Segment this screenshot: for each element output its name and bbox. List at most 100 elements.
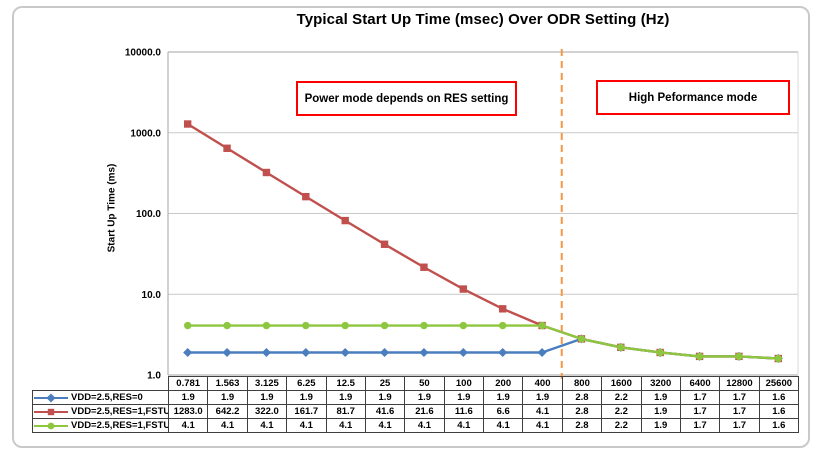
legend-diamond-icon — [34, 392, 68, 403]
column-header: 400 — [522, 376, 563, 391]
table-row: VDD=2.5,RES=1,FSTUP=14.14.14.14.14.14.14… — [32, 418, 800, 433]
series-line — [187, 122, 779, 360]
series-line — [187, 324, 779, 360]
y-axis-title: Start Up Time (ms) — [106, 163, 118, 253]
chart-title: Typical Start Up Time (msec) Over ODR Se… — [296, 11, 670, 28]
table-cell: 2.2 — [601, 390, 642, 405]
data-table: 0.781 1.563 3.125 6.25 12.5 25 50 100 200 400 800 1… — [32, 376, 800, 433]
data-point — [380, 321, 389, 330]
data-point — [498, 347, 508, 358]
column-header: 0.781 — [167, 376, 209, 391]
data-point — [537, 347, 547, 358]
data-point — [458, 347, 468, 358]
table-cell: 1.9 — [522, 390, 563, 405]
data-point — [656, 348, 664, 357]
table-cell: 4.1 — [325, 418, 366, 433]
data-point — [183, 347, 193, 358]
table-cell: 2.8 — [561, 404, 603, 419]
data-point — [341, 216, 349, 225]
column-header: 6400 — [679, 376, 721, 391]
table-cell: 1.9 — [364, 390, 406, 405]
table-cell: 1.7 — [679, 418, 721, 433]
data-point — [459, 285, 468, 293]
table-cell: 1.9 — [443, 390, 485, 405]
column-header: 1.563 — [207, 376, 248, 391]
column-header: 25600 — [758, 376, 800, 391]
table-cell: 81.7 — [325, 404, 366, 419]
table-cell: 1.9 — [640, 404, 681, 419]
table-cell: 1.7 — [719, 390, 760, 405]
y-tick-label: 10.0 — [142, 290, 162, 301]
data-point — [774, 354, 783, 363]
legend-inner: VDD=2.5,RES=0 — [34, 391, 168, 403]
data-point — [261, 347, 271, 358]
table-cell: 1.9 — [404, 390, 445, 405]
y-tick-label: 10000.0 — [125, 48, 162, 59]
table-cell: 11.6 — [443, 404, 485, 419]
data-point — [498, 321, 507, 330]
data-point — [420, 321, 428, 330]
column-header: 200 — [482, 376, 524, 391]
data-point — [498, 305, 507, 313]
data-point — [183, 321, 192, 330]
table-cell: 1.7 — [679, 390, 721, 405]
legend-inner: VDD=2.5,RES=1,FSTUP=1 — [34, 419, 169, 431]
data-point — [301, 347, 311, 358]
table-cell: 4.1 — [522, 404, 563, 419]
legend-label: VDD=2.5,RES=0 — [71, 391, 143, 403]
table-cell: 2.2 — [601, 418, 642, 433]
table-cell: 1.7 — [719, 418, 760, 433]
y-tick-label: 1.0 — [147, 371, 161, 382]
table-cell: 4.1 — [482, 418, 524, 433]
table-corner-blank — [33, 377, 169, 391]
data-point — [617, 343, 625, 352]
data-point — [695, 352, 704, 361]
table-cell: 1.9 — [286, 390, 327, 405]
data-point — [223, 144, 231, 152]
table-cell: 2.8 — [561, 390, 603, 405]
y-tick-label: 1000.0 — [130, 128, 161, 139]
table-cell: 1.9 — [207, 390, 248, 405]
annotation-power-mode: Power mode depends on RES setting — [296, 81, 517, 116]
table-cell: 6.6 — [482, 404, 524, 419]
table-cell: 1.7 — [719, 404, 760, 419]
annotation-high-performance: High Peformance mode — [596, 80, 790, 115]
data-point — [380, 240, 389, 248]
table-cell: 322.0 — [246, 404, 288, 419]
data-point — [183, 120, 192, 128]
data-point — [223, 321, 231, 330]
chart-frame — [12, 6, 810, 448]
table-cell: 4.1 — [404, 418, 445, 433]
table-cell: 1.9 — [640, 418, 681, 433]
table-cell: 1.9 — [325, 390, 366, 405]
table-cell: 21.6 — [404, 404, 445, 419]
data-point — [302, 192, 310, 201]
table-cell: 1.6 — [758, 390, 800, 405]
table-cell: 4.1 — [286, 418, 327, 433]
table-cell: 4.1 — [246, 418, 288, 433]
table-cell: 1.9 — [482, 390, 524, 405]
data-point — [577, 335, 586, 343]
column-header: 6.25 — [286, 376, 327, 391]
annotation-high-performance-text: High Peformance mode — [628, 91, 758, 104]
column-header: 50 — [404, 376, 445, 391]
column-header: 100 — [443, 376, 485, 391]
data-point — [420, 263, 428, 271]
table-cell: 1.9 — [246, 390, 288, 405]
column-header: 3.125 — [246, 376, 288, 391]
column-header: 12.5 — [325, 376, 366, 391]
annotation-power-mode-text: Power mode depends on RES setting — [304, 92, 509, 105]
legend-square-icon — [34, 408, 68, 415]
data-point — [340, 347, 350, 358]
legend-circle-icon — [34, 422, 68, 429]
table-cell: 1.9 — [640, 390, 681, 405]
column-header: 1600 — [601, 376, 642, 391]
column-header: 800 — [561, 376, 603, 391]
data-point — [341, 321, 349, 330]
table-cell: 1283.0 — [167, 404, 209, 419]
legend-item: VDD=2.5,RES=1,FSTUP=0 — [32, 404, 169, 419]
data-point — [459, 321, 468, 330]
table-header-row: 0.781 1.563 3.125 6.25 12.5 25 50 100 200 400 800 1… — [33, 376, 800, 391]
legend-label: VDD=2.5,RES=1,FSTUP=1 — [71, 419, 169, 431]
